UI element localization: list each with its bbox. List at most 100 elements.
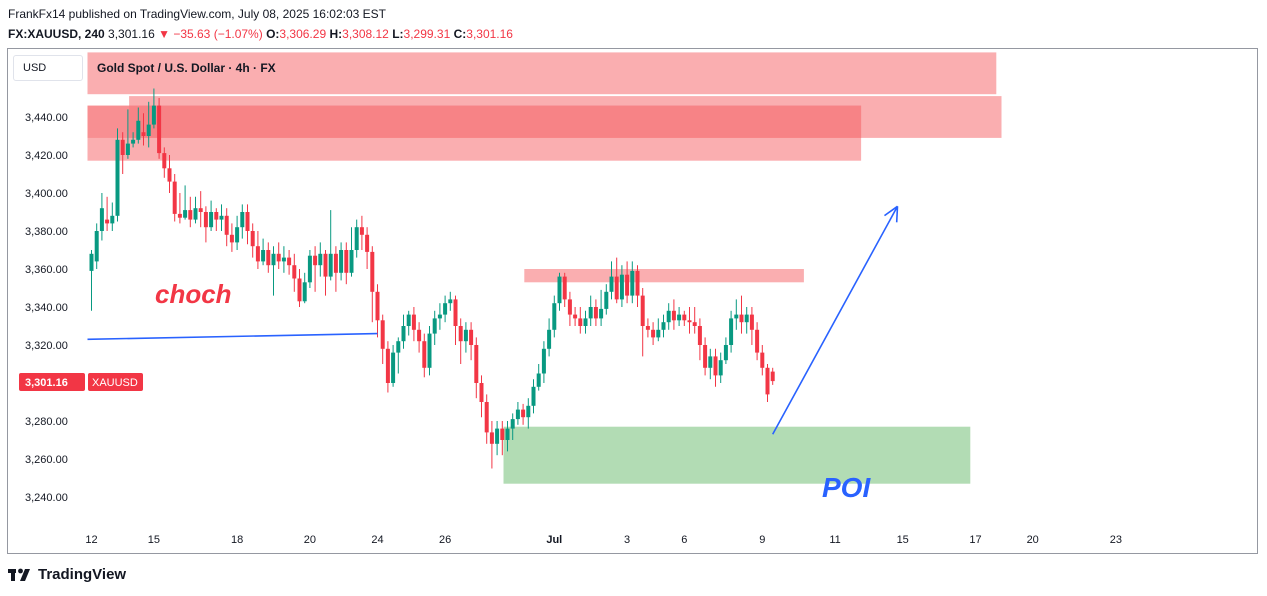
x-tick-label: 20 <box>304 534 316 546</box>
y-tick-label: 3,240.00 <box>25 492 68 504</box>
candle-body <box>437 314 442 319</box>
y-tick-label: 3,320.00 <box>25 340 68 352</box>
candle-body <box>614 276 619 300</box>
candle-body <box>500 428 505 440</box>
candle-body <box>271 253 276 266</box>
candle-body <box>770 371 775 382</box>
candle-body <box>380 320 385 349</box>
candle-body <box>313 255 318 266</box>
candle-body <box>250 231 255 247</box>
candle-body <box>219 215 224 220</box>
candle-body <box>333 253 338 273</box>
candle-body <box>292 265 297 279</box>
candle-body <box>552 303 557 330</box>
candle-body <box>562 276 567 300</box>
candle-body <box>458 326 463 342</box>
candle-body <box>188 210 193 220</box>
candle-body <box>167 168 172 182</box>
x-tick-label: Jul <box>546 534 562 546</box>
candle-body <box>422 341 427 368</box>
y-tick-label: 3,440.00 <box>25 112 68 124</box>
last-price-marker: 3,301.16 XAUUSD <box>19 373 143 391</box>
y-tick-label: 3,260.00 <box>25 454 68 466</box>
candle-body <box>235 227 240 243</box>
low-label: L: <box>392 27 404 41</box>
x-tick-label: 3 <box>624 534 630 546</box>
candle-body <box>718 360 723 376</box>
candle-body <box>744 314 749 323</box>
candle-body <box>203 212 208 228</box>
candle-body <box>261 250 266 262</box>
candle-body <box>375 291 380 321</box>
choch-label: choch <box>155 279 232 309</box>
candle-body <box>510 419 515 429</box>
candle-body <box>531 386 536 406</box>
high-label: H: <box>329 27 343 41</box>
supply-zone <box>87 105 862 138</box>
candle-body <box>479 383 484 402</box>
candle-body <box>630 270 635 296</box>
chart-frame <box>7 48 1258 554</box>
candle-body <box>557 276 562 304</box>
candle-body <box>105 219 110 224</box>
arrow-head <box>884 205 898 217</box>
last-price: 3,301.16 <box>108 27 155 41</box>
candle-body <box>666 310 671 323</box>
candle-body <box>635 270 640 296</box>
candle-body <box>307 255 312 283</box>
projection-arrow <box>771 205 899 435</box>
candle-body <box>713 356 718 376</box>
close-value: 3,301.16 <box>466 27 513 41</box>
candle-body <box>489 432 494 444</box>
candle-body <box>125 143 130 155</box>
candle-body <box>651 329 656 338</box>
candle-body <box>682 314 687 321</box>
supply-zone <box>524 269 804 283</box>
open-value: 3,306.29 <box>279 27 327 41</box>
candle-body <box>463 329 468 342</box>
candle-body <box>755 329 760 353</box>
candle-body <box>115 139 120 216</box>
currency-button[interactable]: USD <box>13 55 83 81</box>
x-tick-label: 12 <box>85 534 97 546</box>
x-tick-label: 18 <box>231 534 243 546</box>
candle-body <box>162 153 167 169</box>
x-tick-label: 6 <box>681 534 687 546</box>
candle-body <box>723 345 728 361</box>
candle-body <box>396 341 401 353</box>
candle-body <box>151 105 156 125</box>
publish-info: FrankFx14 published on TradingView.com, … <box>8 7 387 21</box>
candle-body <box>385 348 390 383</box>
candle-body <box>198 208 203 212</box>
demand-zone <box>503 426 971 484</box>
candle-body <box>411 314 416 330</box>
candle-body <box>448 299 453 304</box>
symbol-label[interactable]: FX:XAUUSD, 240 <box>8 27 105 41</box>
x-tick-label: 15 <box>897 534 909 546</box>
candle-body <box>567 299 572 315</box>
brand-name: TradingView <box>38 566 127 583</box>
candle-body <box>339 250 344 273</box>
candle-body <box>401 326 406 342</box>
candle-body <box>427 333 432 368</box>
candle-body <box>266 250 271 266</box>
candle-body <box>209 212 214 228</box>
tradingview-logo[interactable]: TradingView <box>8 566 126 583</box>
candle-body <box>177 213 182 218</box>
candle-body <box>245 212 250 231</box>
last-price-symbol: XAUUSD <box>92 377 138 389</box>
candle-body <box>703 345 708 368</box>
candle-body <box>328 253 333 277</box>
candle-body <box>474 345 479 383</box>
candle-body <box>120 139 125 155</box>
y-tick-label: 3,280.00 <box>25 416 68 428</box>
candle-body <box>443 303 448 315</box>
y-tick-label: 3,340.00 <box>25 302 68 314</box>
candle-body <box>697 326 702 345</box>
candle-body <box>692 322 697 326</box>
symbol-ohlc-bar: FX:XAUUSD, 240 3,301.16 ▼ −35.63 (−1.07%… <box>8 27 513 41</box>
candle-body <box>573 314 578 319</box>
candle-body <box>526 405 531 418</box>
candle-body <box>604 291 609 309</box>
